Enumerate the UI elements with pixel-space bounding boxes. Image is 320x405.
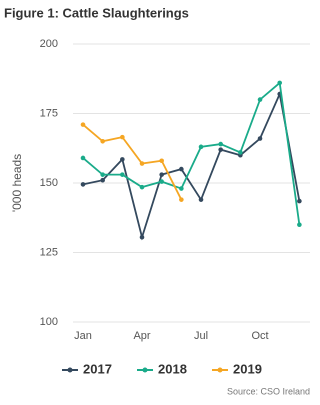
legend-marker (67, 367, 73, 373)
x-tick-label: Jul (194, 330, 208, 342)
source: Source: CSO Ireland (227, 386, 310, 396)
data-point (297, 198, 302, 204)
data-point (139, 184, 145, 190)
y-tick-label: 150 (40, 177, 58, 189)
x-tick-label: Apr (133, 330, 150, 342)
data-point (159, 172, 164, 177)
x-tick-label: Jan (74, 330, 92, 342)
legend-label: 2017 (83, 361, 112, 376)
series-line (82, 81, 301, 225)
y-tick-label: 175 (40, 107, 58, 119)
data-point (120, 157, 125, 162)
x-tick-label: Oct (251, 330, 268, 342)
series-line (82, 123, 183, 201)
data-point (100, 177, 105, 183)
data-point (257, 136, 263, 141)
legend-marker (142, 367, 148, 373)
data-point (80, 182, 86, 187)
y-tick-label: 200 (40, 38, 58, 50)
legend-label: 2018 (158, 361, 187, 376)
series-line (82, 91, 301, 241)
chart-title: Figure 1: Cattle Slaughterings (4, 5, 189, 20)
legend-marker (217, 367, 223, 373)
data-point (120, 172, 125, 177)
data-point (120, 134, 125, 140)
data-point (100, 139, 105, 144)
data-point (159, 179, 164, 184)
y-tick-label: 100 (40, 316, 58, 328)
data-point (179, 166, 184, 172)
data-point (159, 158, 164, 164)
data-point (179, 186, 184, 191)
data-point (297, 222, 302, 227)
data-point (139, 234, 145, 240)
data-point (179, 197, 184, 202)
data-point (139, 161, 145, 166)
y-tick-label: 125 (40, 246, 58, 258)
data-point (198, 197, 204, 202)
data-point (80, 155, 86, 161)
data-point (238, 150, 243, 155)
data-point (218, 147, 223, 152)
data-point (277, 80, 283, 86)
data-point (198, 144, 204, 150)
y-axis-label: '000 heads (10, 154, 24, 212)
data-point (257, 97, 263, 102)
data-point (100, 172, 105, 177)
legend-label: 2019 (233, 361, 262, 376)
data-point (80, 122, 86, 127)
data-point (218, 141, 223, 147)
